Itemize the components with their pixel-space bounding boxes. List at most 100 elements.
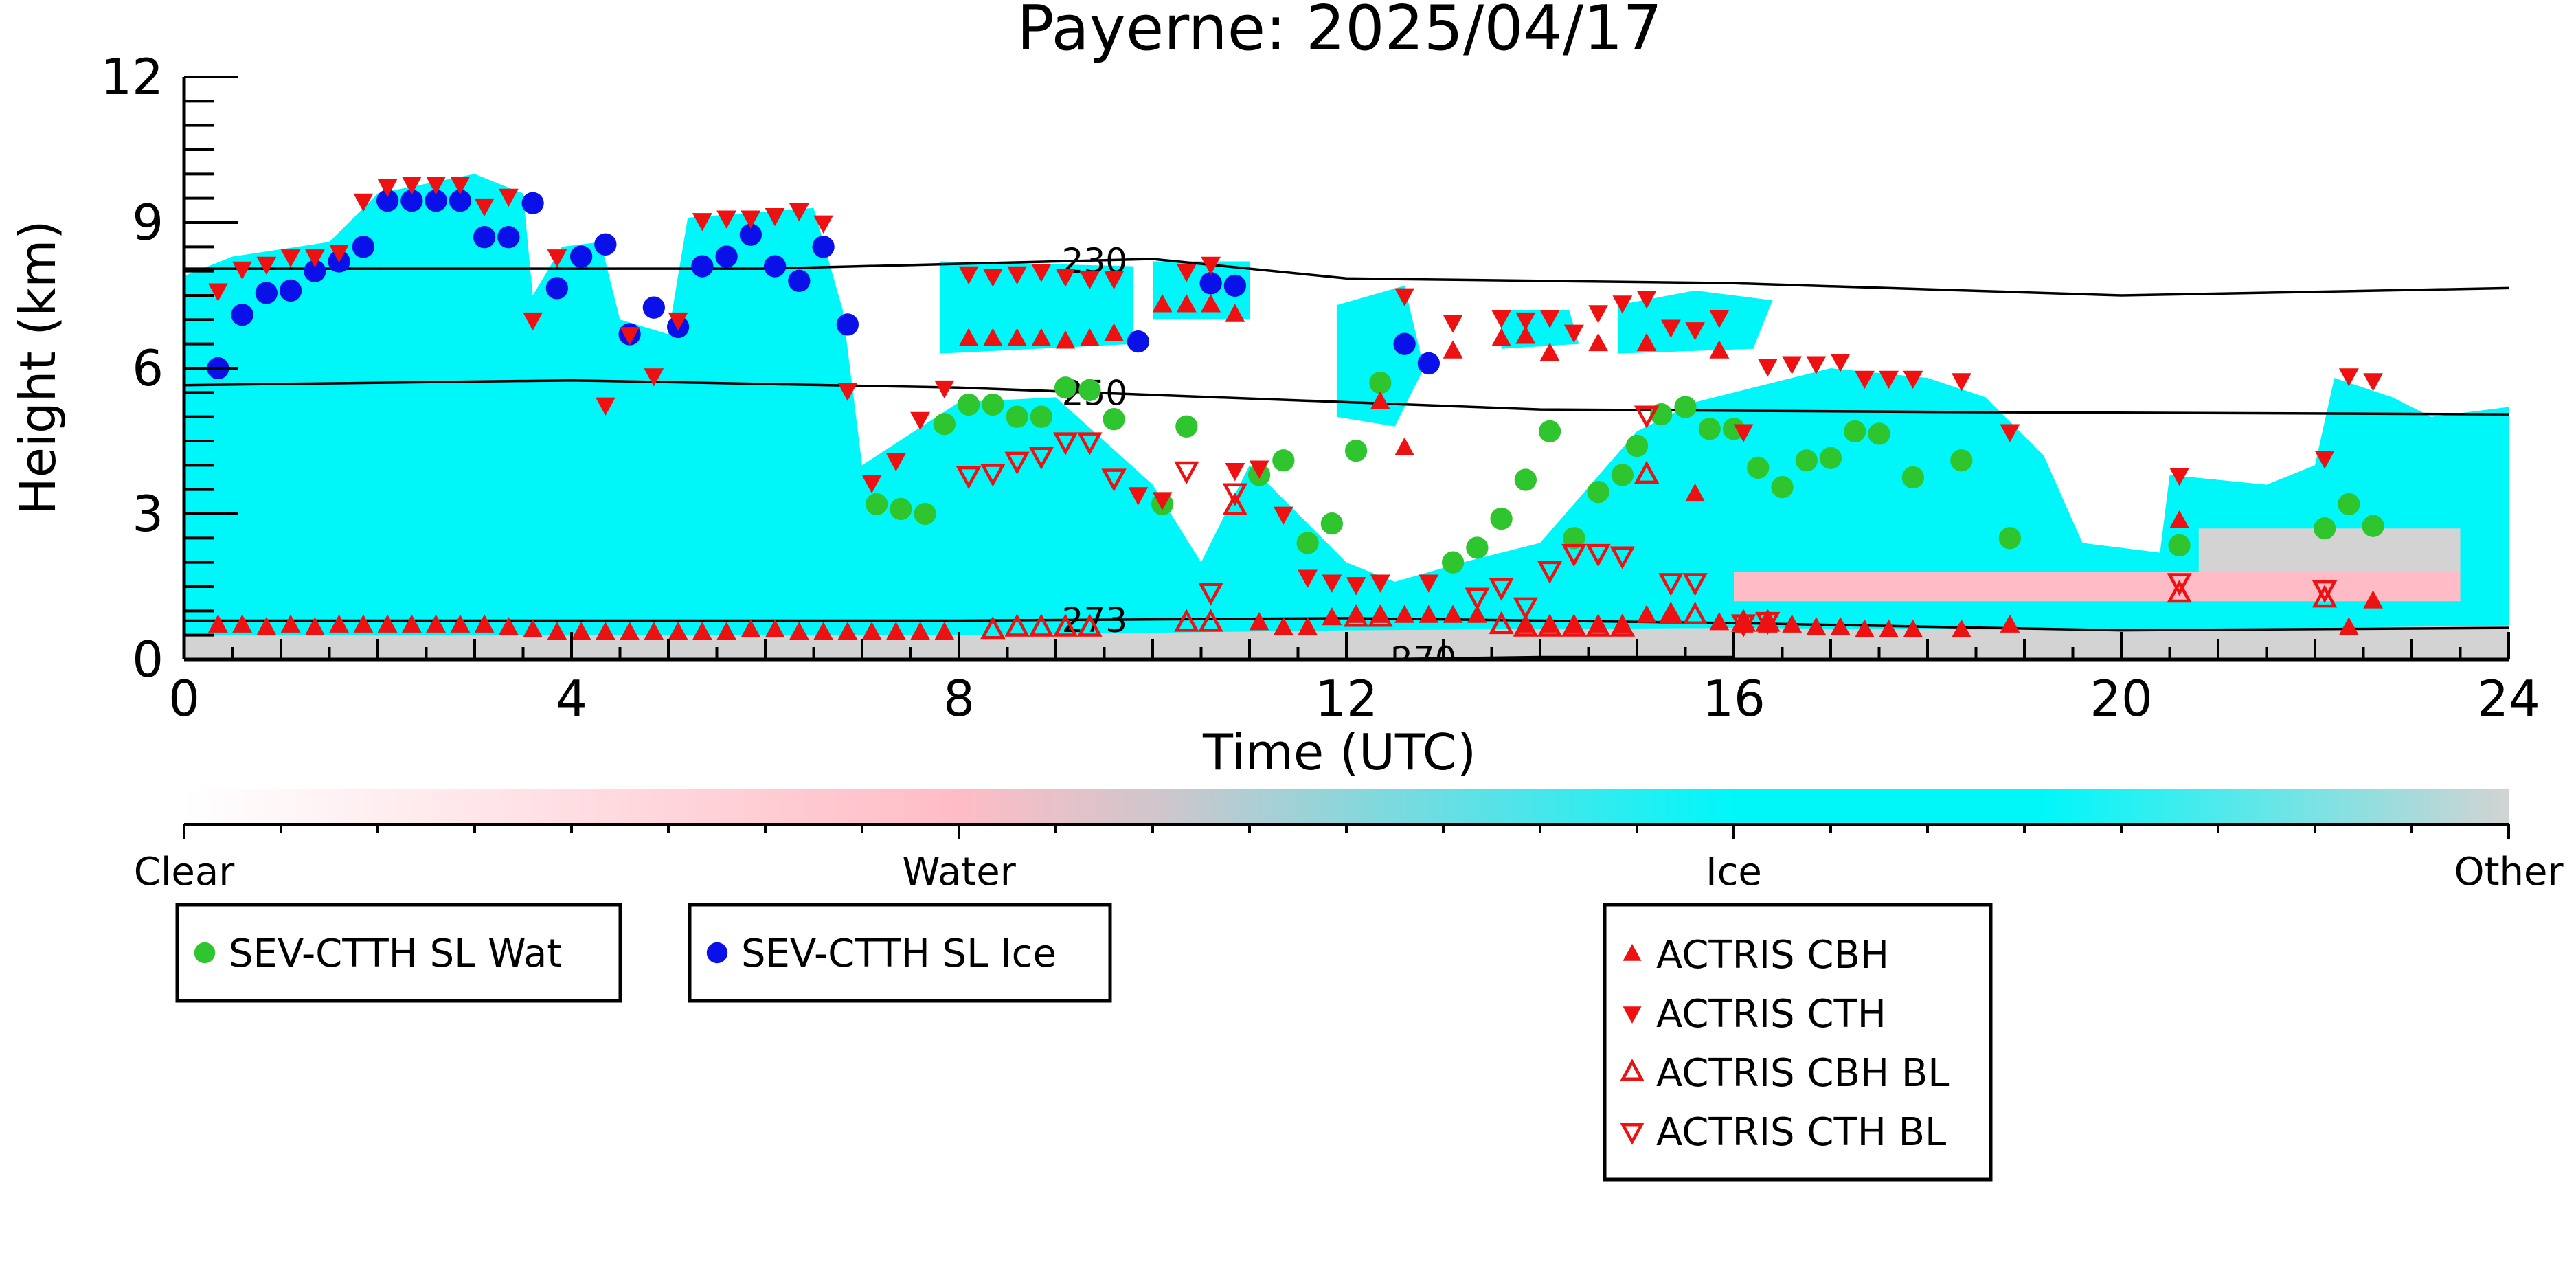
point-sev-ctth-sl-ice — [376, 190, 399, 212]
point-actris-cth — [1588, 305, 1608, 324]
point-actris-cbh-bl — [980, 615, 1006, 640]
point-sev-ctth-sl-ice — [569, 245, 593, 268]
point-actris-cth — [910, 411, 930, 431]
point-actris-cbh — [789, 622, 809, 640]
point-actris-cth — [1782, 356, 1802, 374]
point-actris-cth — [1370, 574, 1390, 593]
point-actris-cth — [861, 475, 882, 494]
point-actris-cth — [837, 383, 858, 401]
point-actris-cth — [1031, 264, 1052, 282]
series-actris-cbh-bl — [980, 460, 2338, 640]
point-actris-cbh-bl — [1537, 613, 1563, 637]
point-actris-cth — [1636, 291, 1657, 309]
point-actris-cbh — [1467, 605, 1487, 623]
point-sev-ctth-sl-ice — [545, 277, 568, 300]
point-actris-cbh — [571, 622, 591, 640]
point-actris-cbh-bl — [1682, 601, 1708, 625]
point-actris-cbh-bl — [1561, 613, 1587, 637]
point-sev-ctth-sl-wat — [1030, 405, 1052, 428]
point-actris-cth-bl — [1101, 468, 1127, 492]
point-actris-cbh — [2363, 590, 2383, 609]
point-sev-ctth-sl-ice — [279, 279, 302, 302]
point-sev-ctth-sl-wat — [933, 413, 956, 436]
colorbar-label: Clear — [134, 850, 235, 894]
isotherm-label-270: 270 — [1391, 640, 1456, 679]
point-actris-cth — [1855, 370, 1875, 389]
point-actris-cbh — [1419, 605, 1439, 623]
point-actris-cth-bl — [1682, 573, 1708, 596]
point-sev-ctth-sl-wat — [1272, 449, 1295, 472]
point-actris-cbh — [1660, 605, 1681, 623]
point-actris-cth — [1273, 506, 1293, 525]
point-sev-ctth-sl-ice — [739, 223, 762, 246]
point-sev-ctth-sl-ice — [352, 236, 374, 258]
series-actris-cbh — [208, 294, 2383, 640]
point-sev-ctth-sl-ice — [691, 255, 714, 278]
point-actris-cth — [1806, 356, 1827, 374]
x-tick-label: 24 — [2477, 670, 2540, 727]
point-actris-cth — [765, 208, 785, 227]
point-actris-cbh-bl — [1368, 604, 1393, 627]
point-actris-cbh — [1806, 617, 1827, 635]
point-sev-ctth-sl-wat — [1054, 376, 1077, 399]
point-actris-cbh — [1322, 607, 1342, 626]
colorbar: Clear Water Ice Other — [134, 789, 2564, 894]
point-actris-cbh-bl — [1609, 613, 1636, 637]
point-sev-ctth-sl-ice — [1393, 332, 1416, 355]
point-sev-ctth-sl-wat — [957, 393, 980, 416]
point-actris-cth — [1055, 269, 1076, 287]
point-actris-cbh — [426, 614, 446, 633]
point-actris-cbh — [1394, 605, 1414, 623]
point-actris-cbh — [232, 614, 252, 633]
point-sev-ctth-sl-wat — [1868, 422, 1890, 445]
series-actris-cth-bl — [956, 405, 2338, 637]
y-tick-label: 6 — [132, 339, 163, 397]
point-actris-cbh — [1952, 619, 1971, 637]
legend-marker-sev-ctth-sl-wat — [194, 942, 216, 964]
point-actris-cth — [813, 215, 833, 234]
point-actris-cth — [329, 245, 349, 263]
series-actris-cth — [208, 177, 2383, 596]
point-actris-cth — [1879, 370, 1899, 389]
point-actris-cth — [1346, 577, 1366, 596]
point-actris-cth-bl — [1077, 432, 1103, 455]
point-actris-cth-bl — [980, 464, 1006, 487]
point-actris-cbh — [668, 622, 688, 640]
point-actris-cbh — [885, 622, 906, 640]
point-actris-cth-bl — [1028, 447, 1054, 470]
point-sev-ctth-sl-wat — [1369, 372, 1392, 394]
point-actris-cth — [353, 193, 374, 212]
point-sev-ctth-sl-wat — [1514, 468, 1537, 491]
legend-marker-actris-cbh — [1623, 944, 1642, 961]
point-actris-cth — [1515, 312, 1536, 331]
point-sev-ctth-sl-wat — [1998, 527, 2022, 550]
point-actris-cth-bl — [1004, 451, 1030, 475]
point-actris-cth — [377, 179, 398, 197]
point-actris-cth-bl — [1489, 578, 1514, 601]
x-tick-label: 0 — [168, 670, 200, 727]
point-actris-cbh-bl — [1489, 611, 1514, 635]
point-actris-cbh — [1782, 614, 1802, 633]
point-actris-cth — [1419, 574, 1439, 593]
point-sev-ctth-sl-wat — [1587, 481, 1609, 504]
point-actris-cth-bl — [1609, 546, 1636, 569]
point-sev-ctth-sl-wat — [1611, 464, 1634, 486]
point-sev-ctth-sl-wat — [890, 497, 912, 521]
legend-label-actris-cbh-bl: ACTRIS CBH BL — [1656, 1051, 1949, 1096]
point-actris-cbh — [1176, 294, 1197, 313]
point-actris-cth — [280, 249, 301, 268]
point-sev-ctth-sl-wat — [1175, 415, 1198, 438]
point-actris-cth-bl — [956, 466, 982, 490]
point-actris-cth — [1539, 310, 1560, 328]
y-tick-label: 3 — [132, 485, 163, 543]
point-actris-cbh — [2169, 510, 2189, 528]
point-sev-ctth-sl-wat — [1441, 551, 1465, 574]
point-actris-cbh — [208, 614, 228, 633]
point-sev-ctth-sl-wat — [1950, 449, 1973, 472]
point-actris-cbh — [765, 619, 785, 637]
y-tick-label: 9 — [132, 194, 163, 251]
point-actris-cbh — [499, 617, 519, 635]
point-actris-cbh — [1830, 617, 1851, 635]
point-actris-cbh — [1443, 340, 1463, 359]
point-actris-cth — [885, 453, 906, 472]
